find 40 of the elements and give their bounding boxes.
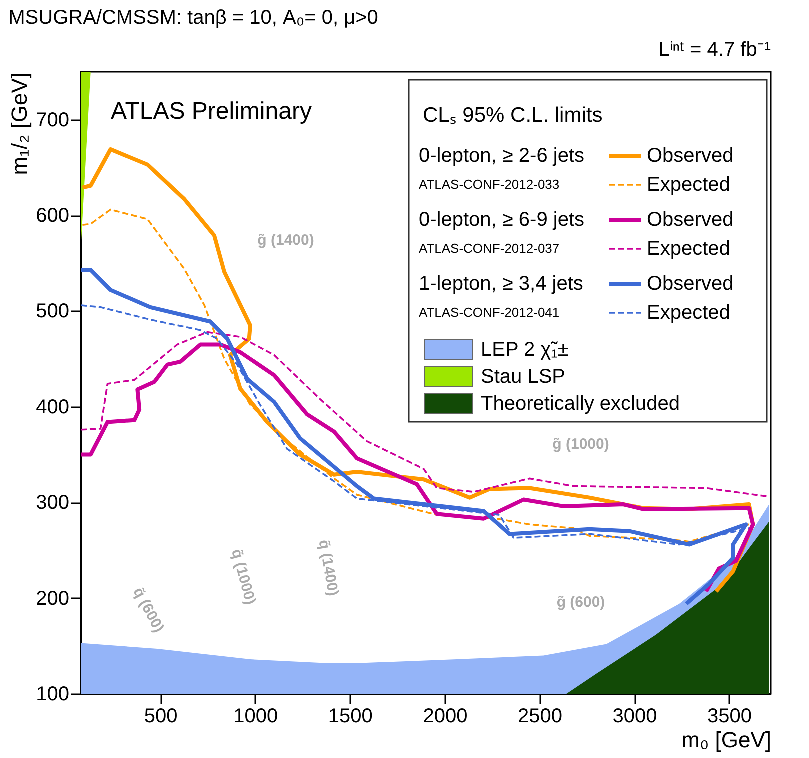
annotation: g̃ (1000) bbox=[552, 436, 610, 453]
x-tick-label: 500 bbox=[144, 706, 178, 728]
legend-label: Stau LSP bbox=[481, 366, 566, 388]
y-tick-label: 600 bbox=[36, 205, 70, 228]
annotation: g̃ (600) bbox=[556, 594, 606, 611]
legend-label: Observed bbox=[647, 273, 734, 295]
annotation: q̃ (1000) bbox=[228, 548, 260, 607]
legend-label: Expected bbox=[647, 174, 730, 196]
annotation: ATLAS-CONF-2012-033 bbox=[419, 177, 560, 192]
legend-label: Theoretically excluded bbox=[481, 393, 680, 415]
x-axis-title: m₀ [GeV] bbox=[682, 728, 772, 752]
y-tick-label: 500 bbox=[36, 300, 70, 323]
y-tick-label: 100 bbox=[36, 684, 70, 706]
legend-label: LEP 2 χ̃₁± bbox=[481, 339, 569, 361]
y-axis-title: m₁/₂ [GeV] bbox=[7, 72, 32, 176]
y-tick-label: 400 bbox=[36, 396, 70, 418]
x-tick-label: 2500 bbox=[518, 706, 562, 728]
y-tick-label: 700 bbox=[36, 109, 70, 132]
y-tick-label: 300 bbox=[36, 492, 70, 514]
annotation: 0-lepton, ≥ 2-6 jets bbox=[419, 145, 585, 167]
annotation: g̃ (1400) bbox=[258, 232, 314, 249]
annotation: ATLAS-CONF-2012-037 bbox=[419, 241, 560, 256]
y-tick-label: 200 bbox=[36, 588, 70, 610]
legend-title: CLₛ 95% C.L. limits bbox=[423, 104, 603, 127]
x-tick-label: 1500 bbox=[328, 706, 373, 728]
annotation: 1-lepton, ≥ 3,4 jets bbox=[419, 273, 584, 295]
legend-label: Expected bbox=[647, 302, 730, 324]
annotation: ATLAS Preliminary bbox=[111, 98, 312, 125]
annotation: q̃ (1400) bbox=[315, 538, 342, 598]
x-tick-label: 1000 bbox=[234, 706, 278, 728]
legend-label: Observed bbox=[647, 209, 734, 231]
legend-label: Observed bbox=[647, 145, 734, 167]
annotation: ATLAS-CONF-2012-041 bbox=[419, 305, 560, 320]
text: Lⁱⁿᵗ = 4.7 fb⁻¹ bbox=[658, 39, 772, 61]
x-tick-label: 2000 bbox=[423, 706, 468, 728]
chart-title: MSUGRA/CMSSM: tanβ = 10, A₀= 0, μ>0 bbox=[8, 7, 378, 29]
x-tick-label: 3500 bbox=[708, 706, 752, 728]
x-tick-label: 3000 bbox=[612, 706, 658, 728]
legend-label: Expected bbox=[647, 238, 730, 260]
annotation: 0-lepton, ≥ 6-9 jets bbox=[419, 209, 585, 231]
